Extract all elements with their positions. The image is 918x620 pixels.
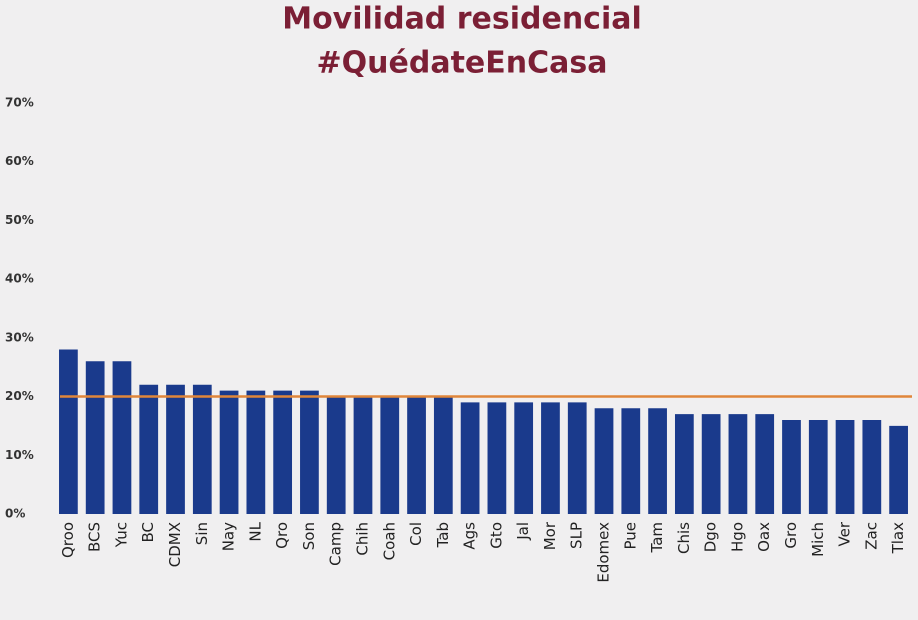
x-tick-label: Gro (782, 522, 800, 549)
x-tick-label: Zac (862, 522, 880, 550)
bar (835, 420, 855, 514)
x-tick-label: Pue (621, 522, 639, 550)
bar (166, 384, 185, 514)
bar (380, 396, 400, 514)
x-tick-label: Chih (353, 522, 371, 556)
bar (782, 420, 801, 514)
bar (273, 390, 293, 514)
bar (808, 420, 828, 514)
bar (674, 414, 694, 514)
bar (433, 396, 453, 514)
y-tick-label: 30% (5, 330, 34, 344)
bar (621, 408, 641, 514)
bar (755, 414, 775, 514)
x-tick-label: Qro (273, 522, 291, 549)
x-tick-label: Camp (327, 522, 345, 566)
bar (701, 414, 721, 514)
bar (889, 425, 908, 514)
x-tick-label: Mich (809, 522, 827, 557)
bar (219, 390, 239, 514)
bar (594, 408, 614, 514)
bar (487, 402, 507, 514)
y-tick-label: 70% (5, 95, 34, 109)
bar (59, 349, 78, 514)
y-tick-label: 60% (5, 154, 34, 168)
x-tick-label: BCS (86, 522, 104, 552)
bar (353, 396, 373, 514)
x-tick-label: Oax (755, 522, 773, 552)
x-tick-label: Sin (193, 522, 211, 545)
y-tick-label: 40% (5, 272, 34, 286)
x-tick-label: Ver (836, 521, 854, 546)
x-tick-label: Yuc (112, 522, 130, 548)
y-tick-label: 20% (5, 389, 34, 403)
x-tick-label: Edomex (595, 522, 613, 583)
bar (112, 361, 132, 514)
x-tick-label: Mor (541, 521, 559, 550)
x-tick-label: Hgo (728, 522, 746, 552)
x-tick-label: Tam (648, 522, 666, 553)
x-tick-label: Son (300, 522, 318, 550)
y-tick-label: 10% (5, 448, 34, 462)
bar (326, 396, 346, 514)
bar (567, 402, 587, 514)
x-tick-label: Ags (461, 522, 479, 550)
x-tick-label: BC (139, 522, 157, 543)
bar (85, 361, 105, 514)
x-tick-label: Nay (220, 522, 238, 551)
bar (407, 396, 426, 514)
bar (728, 414, 748, 514)
bar (192, 384, 212, 514)
bar (862, 420, 882, 514)
x-tick-label: SLP (568, 522, 586, 549)
bar (246, 390, 266, 514)
x-tick-label: NL (246, 521, 264, 541)
x-tick-label: Col (407, 522, 425, 546)
bar (300, 390, 319, 514)
y-tick-label: 50% (5, 213, 34, 227)
bar (460, 402, 480, 514)
x-tick-label: Tab (434, 522, 452, 548)
bar (648, 408, 667, 514)
bar (139, 384, 159, 514)
x-tick-label: Tlax (889, 522, 907, 555)
y-tick-label: 0% (5, 507, 25, 521)
x-tick-label: Coah (380, 522, 398, 560)
x-tick-label: Chis (675, 522, 693, 554)
chart-title: Movilidad residencial (282, 2, 642, 37)
x-tick-label: Jal (514, 522, 532, 541)
bar (514, 402, 534, 514)
chart-subtitle: #QuédateEnCasa (317, 46, 608, 81)
x-tick-label: Gto (487, 522, 505, 549)
x-tick-label: CDMX (166, 522, 184, 567)
x-tick-label: Qroo (59, 522, 77, 558)
x-tick-label: Dgo (702, 522, 720, 552)
bar (541, 402, 560, 514)
